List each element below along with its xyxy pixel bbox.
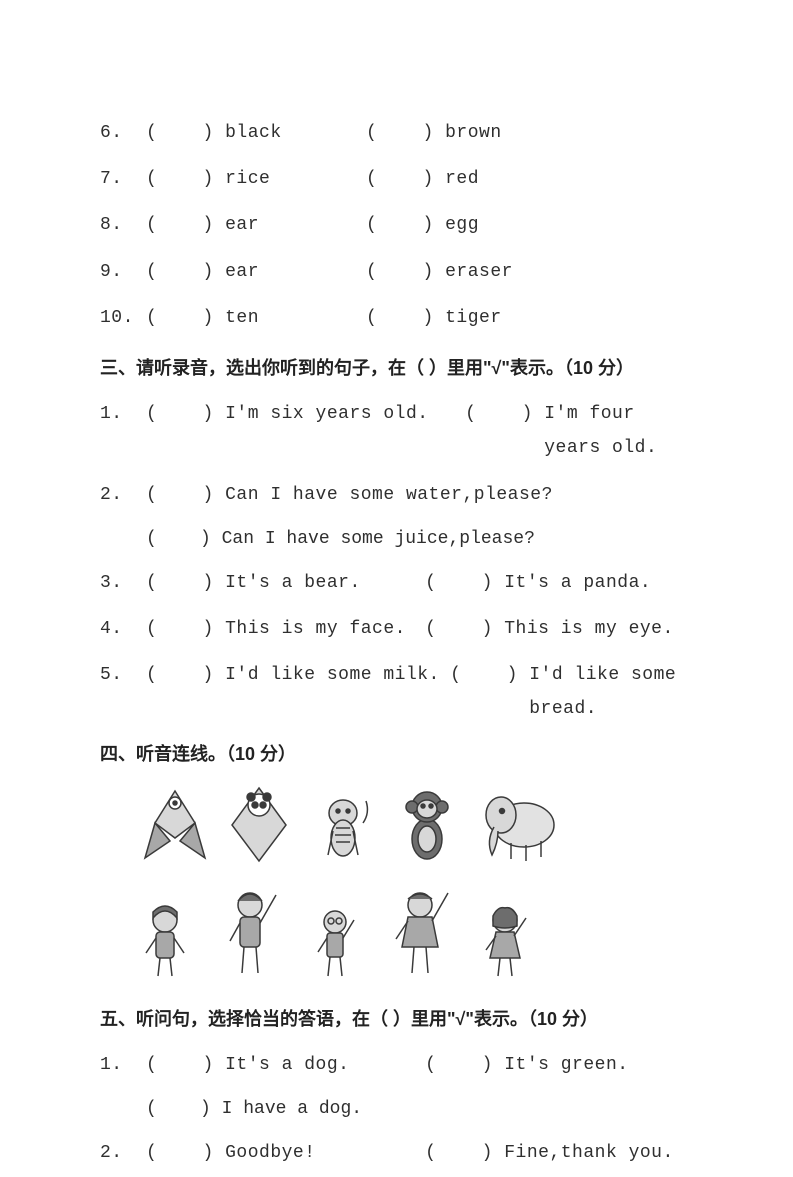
option-a: ear <box>225 208 259 242</box>
option-a: It's a dog. <box>225 1048 425 1082</box>
paren[interactable]: ( ) <box>146 162 225 196</box>
paren[interactable]: ( ) <box>366 116 445 150</box>
kite-bird-icon <box>140 783 210 863</box>
paren[interactable]: ( ) <box>146 658 225 692</box>
paren[interactable]: ( ) <box>425 612 504 646</box>
child-pointing-icon <box>380 883 460 978</box>
option-b: Fine,thank you. <box>504 1136 674 1170</box>
q-number: 6. <box>100 116 146 150</box>
child-pointing-icon <box>210 883 290 978</box>
section-five-items: 1. ( ) It's a dog. ( ) It's green. ( ) I… <box>100 1042 693 1177</box>
option-b: tiger <box>445 301 502 335</box>
option-a: ear <box>225 255 259 289</box>
option-b: I'm four years old. <box>544 397 693 465</box>
q-number: 8. <box>100 208 146 242</box>
q-number: 1. <box>100 397 146 431</box>
q-number: 4. <box>100 612 146 646</box>
section-three-items: 1. ( ) I'm six years old. ( ) I'm four y… <box>100 391 693 733</box>
option-b: It's green. <box>504 1048 628 1082</box>
paren[interactable]: ( ) <box>425 1136 504 1170</box>
q-item: 8. ( ) ear ( ) egg <box>100 202 693 248</box>
paren[interactable]: ( ) <box>146 255 225 289</box>
paren[interactable]: ( ) <box>146 612 225 646</box>
section-four-heading: 四、听音连线。（10 分） <box>100 733 693 777</box>
q-item: 1. ( ) It's a dog. ( ) It's green. <box>100 1042 693 1088</box>
option-a: It's a bear. <box>225 566 425 600</box>
paren[interactable]: ( ) <box>146 301 225 335</box>
q-item: 2. ( ) Goodbye! ( ) Fine,thank you. <box>100 1130 693 1176</box>
option-b: red <box>445 162 479 196</box>
paren[interactable]: ( ) <box>146 116 225 150</box>
paren[interactable]: ( ) <box>366 255 445 289</box>
q-number: 10. <box>100 301 146 335</box>
option-a: I'm six years old. <box>225 397 465 431</box>
q-number: 9. <box>100 255 146 289</box>
q-number: 7. <box>100 162 146 196</box>
option-b: I'd like some bread. <box>529 658 693 726</box>
paren[interactable]: ( ) <box>146 566 225 600</box>
elephant-icon <box>476 783 566 863</box>
paren[interactable]: ( ) <box>425 1048 504 1082</box>
q-number: 5. <box>100 658 146 692</box>
children-images-row <box>100 877 693 992</box>
q-number: 2. <box>100 478 146 512</box>
paren[interactable]: ( ) <box>146 522 222 556</box>
paren[interactable]: ( ) <box>146 1092 222 1126</box>
option-b: It's a panda. <box>504 566 651 600</box>
paren[interactable]: ( ) <box>146 1048 225 1082</box>
worksheet-page: 6. ( ) black ( ) brown 7. ( ) rice ( ) r… <box>0 0 793 1177</box>
q-item: 5. ( ) I'd like some milk. ( ) I'd like … <box>100 652 693 732</box>
option-a: ten <box>225 301 259 335</box>
option-b: egg <box>445 208 479 242</box>
section-three-heading: 三、请听录音，选出你听到的句子，在（ ）里用"√"表示。（10 分） <box>100 341 693 391</box>
q-number: 2. <box>100 1136 146 1170</box>
section-two-items: 6. ( ) black ( ) brown 7. ( ) rice ( ) r… <box>100 110 693 341</box>
tiger-icon <box>308 783 378 863</box>
option-a: rice <box>225 162 270 196</box>
q-item: 1. ( ) I'm six years old. ( ) I'm four y… <box>100 391 693 471</box>
option-b: brown <box>445 116 502 150</box>
section-five-heading: 五、听问句，选择恰当的答语，在（ ）里用"√"表示。（10 分） <box>100 992 693 1042</box>
q-item: 2. ( ) Can I have some water,please? <box>100 472 693 518</box>
q-number: 1. <box>100 1048 146 1082</box>
kite-panda-icon <box>224 783 294 863</box>
paren[interactable]: ( ) <box>146 1136 225 1170</box>
child-icon <box>300 898 370 978</box>
option-a: black <box>225 116 282 150</box>
option-b: Can I have some juice,please? <box>222 522 535 556</box>
option-b: This is my eye. <box>504 612 674 646</box>
q-item: 7. ( ) rice ( ) red <box>100 156 693 202</box>
child-icon <box>130 898 200 978</box>
q-item: 4. ( ) This is my face. ( ) This is my e… <box>100 606 693 652</box>
paren[interactable]: ( ) <box>366 301 445 335</box>
paren[interactable]: ( ) <box>366 208 445 242</box>
monkey-icon <box>392 783 462 863</box>
q-number: 3. <box>100 566 146 600</box>
paren[interactable]: ( ) <box>146 478 225 512</box>
q-item-second-line: ( ) Can I have some juice,please? <box>100 518 693 560</box>
q-item: 3. ( ) It's a bear. ( ) It's a panda. <box>100 560 693 606</box>
option-a: Can I have some water,please? <box>225 478 553 512</box>
paren[interactable]: ( ) <box>425 566 504 600</box>
q-item: 10. ( ) ten ( ) tiger <box>100 295 693 341</box>
option-b: eraser <box>445 255 513 289</box>
option-a: This is my face. <box>225 612 425 646</box>
q-item-second-line: ( ) I have a dog. <box>100 1088 693 1130</box>
paren[interactable]: ( ) <box>146 208 225 242</box>
option-c: I have a dog. <box>222 1092 362 1126</box>
option-a: Goodbye! <box>225 1136 425 1170</box>
paren[interactable]: ( ) <box>450 658 529 692</box>
child-icon <box>470 898 540 978</box>
q-item: 9. ( ) ear ( ) eraser <box>100 249 693 295</box>
paren[interactable]: ( ) <box>146 397 225 431</box>
paren[interactable]: ( ) <box>366 162 445 196</box>
q-item: 6. ( ) black ( ) brown <box>100 110 693 156</box>
animal-images-row <box>100 777 693 877</box>
paren[interactable]: ( ) <box>465 397 544 431</box>
option-a: I'd like some milk. <box>225 658 450 692</box>
